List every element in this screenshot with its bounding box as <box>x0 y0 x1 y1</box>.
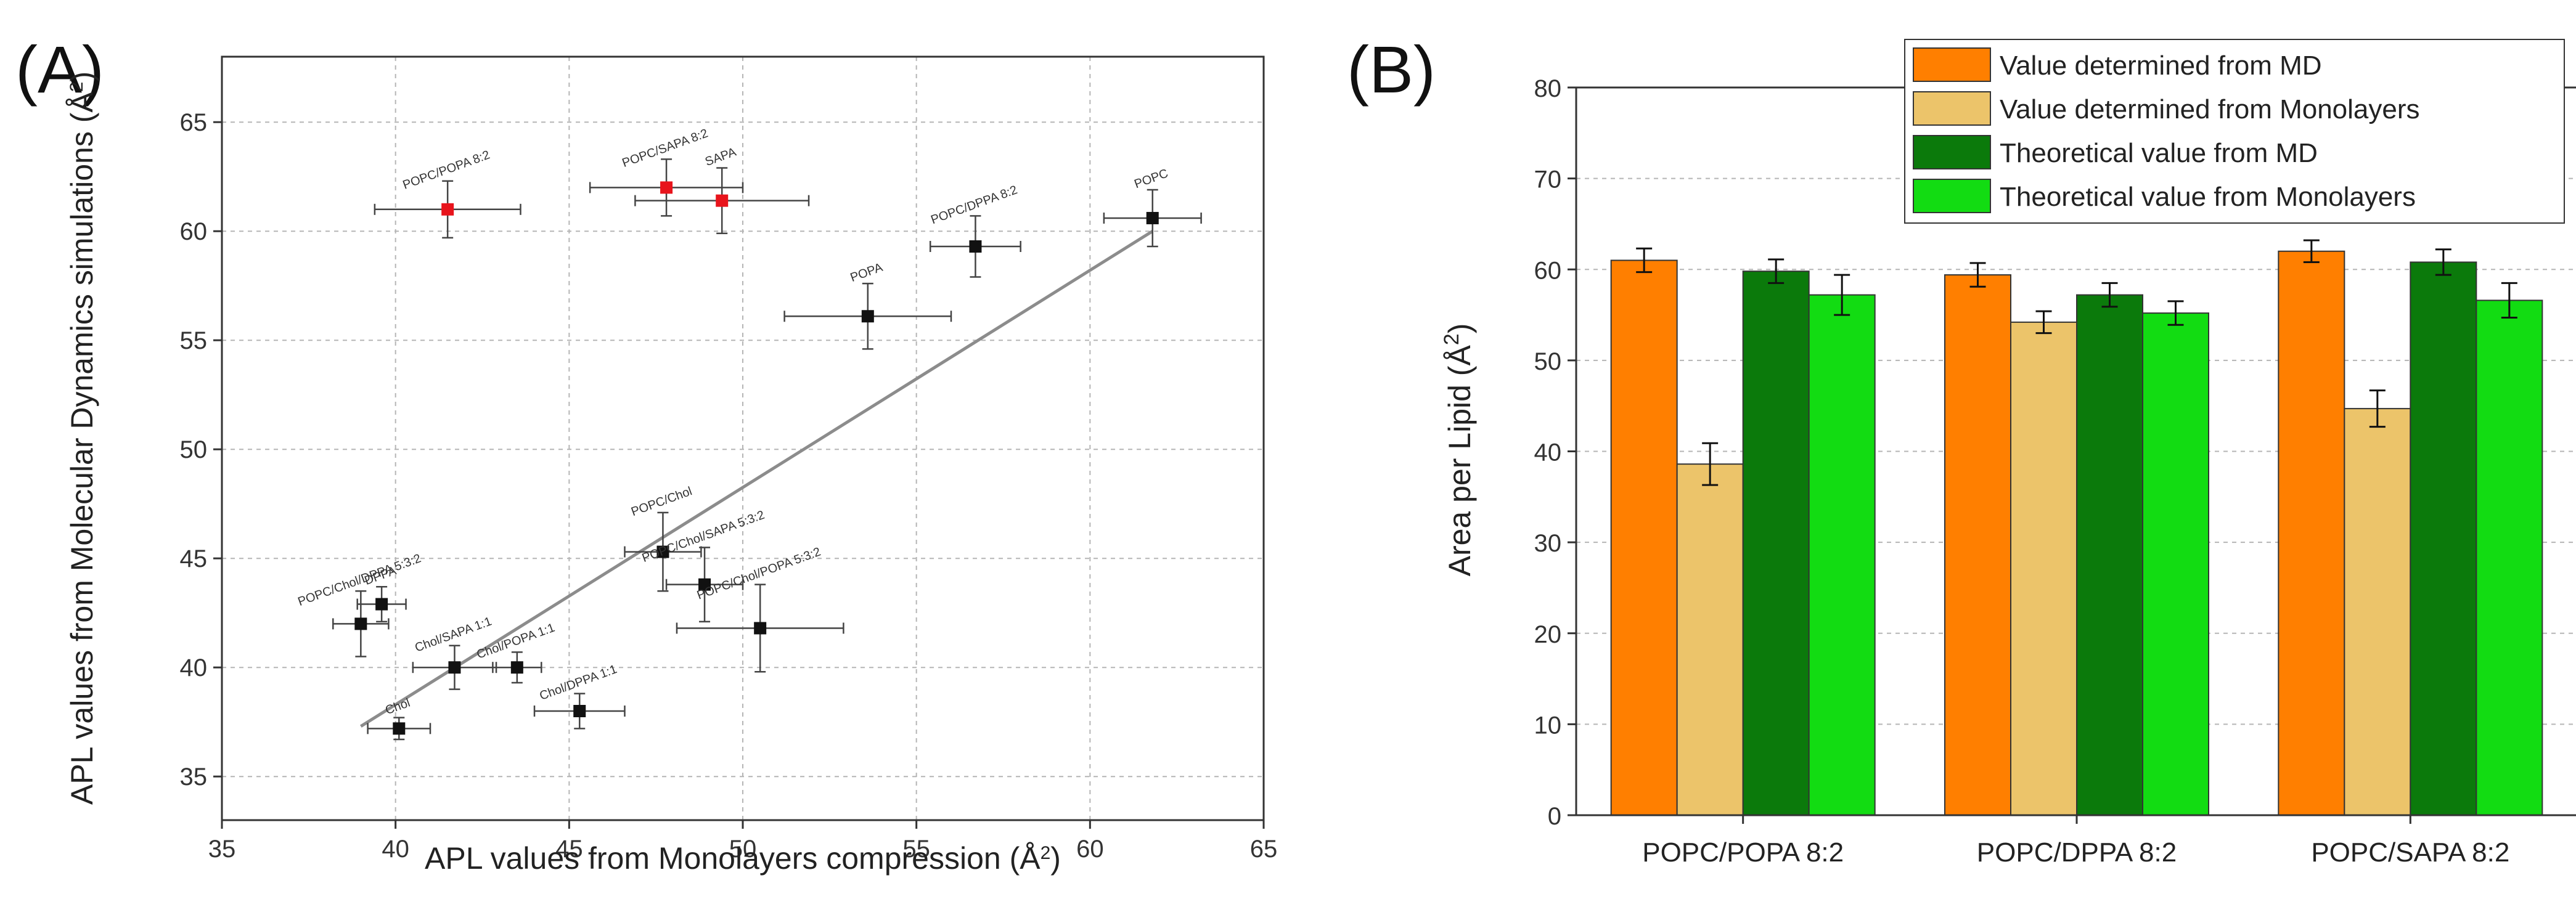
y-tick-label: 80 <box>1534 75 1562 102</box>
x-tick-label: 40 <box>382 836 409 863</box>
bar <box>2076 294 2143 816</box>
point-label: POPC/Chol/POPA 5:3:2 <box>695 545 823 602</box>
bar <box>1944 274 2011 816</box>
y-tick-label: 70 <box>1534 166 1562 193</box>
point-label: POPC/POPA 8:2 <box>401 148 492 192</box>
data-point: POPC/Chol/POPA 5:3:2 <box>676 545 844 673</box>
bar <box>2344 408 2411 816</box>
legend-swatch <box>1913 47 1991 82</box>
y-tick-label: 20 <box>1534 621 1562 648</box>
point-marker <box>354 617 367 630</box>
point-marker <box>573 705 586 717</box>
y-tick-label: 60 <box>180 218 208 245</box>
bar <box>1676 463 1744 816</box>
point-label: POPC/Chol/DPPA 5:3:2 <box>296 551 423 609</box>
point-marker <box>448 661 461 674</box>
legend-box <box>1904 39 2565 224</box>
point-label: Chol/DPPA 1:1 <box>538 662 619 703</box>
data-point: POPC <box>1103 166 1202 248</box>
x-tick-label: 60 <box>1076 836 1104 863</box>
point-label: POPC/Chol/SAPA 5:3:2 <box>640 508 767 565</box>
category-label: POPC/DPPA 8:2 <box>1977 837 2177 868</box>
point-marker <box>656 545 669 558</box>
point-marker <box>393 722 406 735</box>
bar <box>1742 271 1810 816</box>
bar <box>2278 250 2345 816</box>
x-tick-label: 50 <box>729 836 757 863</box>
point-marker <box>441 203 454 216</box>
bar <box>2476 299 2543 816</box>
linear-fit-line <box>360 230 1154 728</box>
panel-b-y-ticks: 0 10 20 30 40 50 60 70 80 <box>1534 75 1576 830</box>
panel-a-y-axis-title: APL values from Molecular Dynamics simul… <box>65 71 99 805</box>
data-point: POPA <box>783 261 952 350</box>
point-marker <box>969 240 982 253</box>
y-tick-label: 30 <box>1534 530 1562 557</box>
data-point: Chol/DPPA 1:1 <box>533 662 626 730</box>
y-tick-label: 40 <box>1534 439 1562 466</box>
panel-b-y-axis-title: Area per Lipid (Å2) <box>1440 323 1477 577</box>
point-marker <box>716 194 729 207</box>
point-marker <box>660 181 673 194</box>
data-point: POPC/DPPA 8:2 <box>929 183 1021 278</box>
panel-a-fit-line <box>360 230 1154 728</box>
point-label: POPC/Chol <box>629 484 694 519</box>
category-label: POPC/SAPA 8:2 <box>2311 837 2509 868</box>
point-marker <box>861 310 874 323</box>
point-marker <box>1146 211 1159 224</box>
panel-a-x-ticks: 35 40 45 50 55 60 65 <box>208 820 1278 863</box>
x-tick-label: 35 <box>208 836 236 863</box>
point-label: SAPA <box>703 145 738 169</box>
x-tick-label: 45 <box>555 836 583 863</box>
y-tick-label: 65 <box>180 109 208 136</box>
point-label: POPA <box>849 261 885 285</box>
panel-a-y-ticks: 35 40 45 50 55 60 65 <box>180 109 222 791</box>
y-tick-label: 40 <box>180 654 208 681</box>
bar <box>2010 321 2077 816</box>
data-point: POPC/Chol/SAPA 5:3:2 <box>640 508 767 623</box>
point-label: POPC/SAPA 8:2 <box>620 126 709 170</box>
y-tick-label: 45 <box>180 545 208 572</box>
panel-a-grid <box>222 57 1264 820</box>
panel-b-categories: POPC/POPA 8:2 POPC/DPPA 8:2 POPC/SAPA 8:2 <box>1642 815 2509 868</box>
point-marker <box>375 598 388 611</box>
point-marker <box>510 661 523 674</box>
x-tick-label: 55 <box>902 836 930 863</box>
point-label: POPC/DPPA 8:2 <box>929 183 1019 227</box>
legend-label: Value determined from Monolayers <box>2000 94 2420 124</box>
legend-label: Theoretical value from MD <box>2000 138 2318 168</box>
legend-swatch <box>1913 179 1991 213</box>
y-tick-label: 50 <box>1534 348 1562 375</box>
panel-a-x-axis-title: APL values from Monolayers compression (… <box>425 841 1061 876</box>
y-tick-label: 0 <box>1548 803 1561 830</box>
legend-swatch <box>1913 91 1991 126</box>
panel-b-bars <box>1610 239 2543 816</box>
legend-swatch <box>1913 135 1991 169</box>
legend-label: Value determined from MD <box>2000 51 2322 81</box>
y-tick-label: 55 <box>180 327 208 354</box>
panel-b-letter: (B) <box>1347 32 1436 107</box>
data-point: POPC/POPA 8:2 <box>374 148 521 239</box>
point-marker <box>698 578 711 591</box>
point-marker <box>754 622 767 635</box>
point-label: POPC <box>1132 166 1170 191</box>
category-label: POPC/POPA 8:2 <box>1642 837 1844 868</box>
y-tick-label: 60 <box>1534 257 1562 284</box>
y-tick-label: 10 <box>1534 712 1562 739</box>
y-tick-label: 35 <box>180 763 208 791</box>
point-label: Chol <box>383 696 412 718</box>
panel-a: (A) 35 40 45 50 55 60 65 35 40 45 50 55 60 65 POPC/P… <box>15 32 1277 876</box>
legend-label: Theoretical value from Monolayers <box>2000 182 2416 212</box>
panel-a-letter: (A) <box>15 32 104 107</box>
bar <box>2410 261 2477 816</box>
bar <box>1610 259 1678 816</box>
bar <box>1808 294 1876 816</box>
y-tick-label: 50 <box>180 436 208 463</box>
panel-b-legend: Value determined from MD Value determined… <box>1904 39 2565 224</box>
x-tick-label: 65 <box>1250 836 1278 863</box>
bar <box>2142 312 2209 816</box>
